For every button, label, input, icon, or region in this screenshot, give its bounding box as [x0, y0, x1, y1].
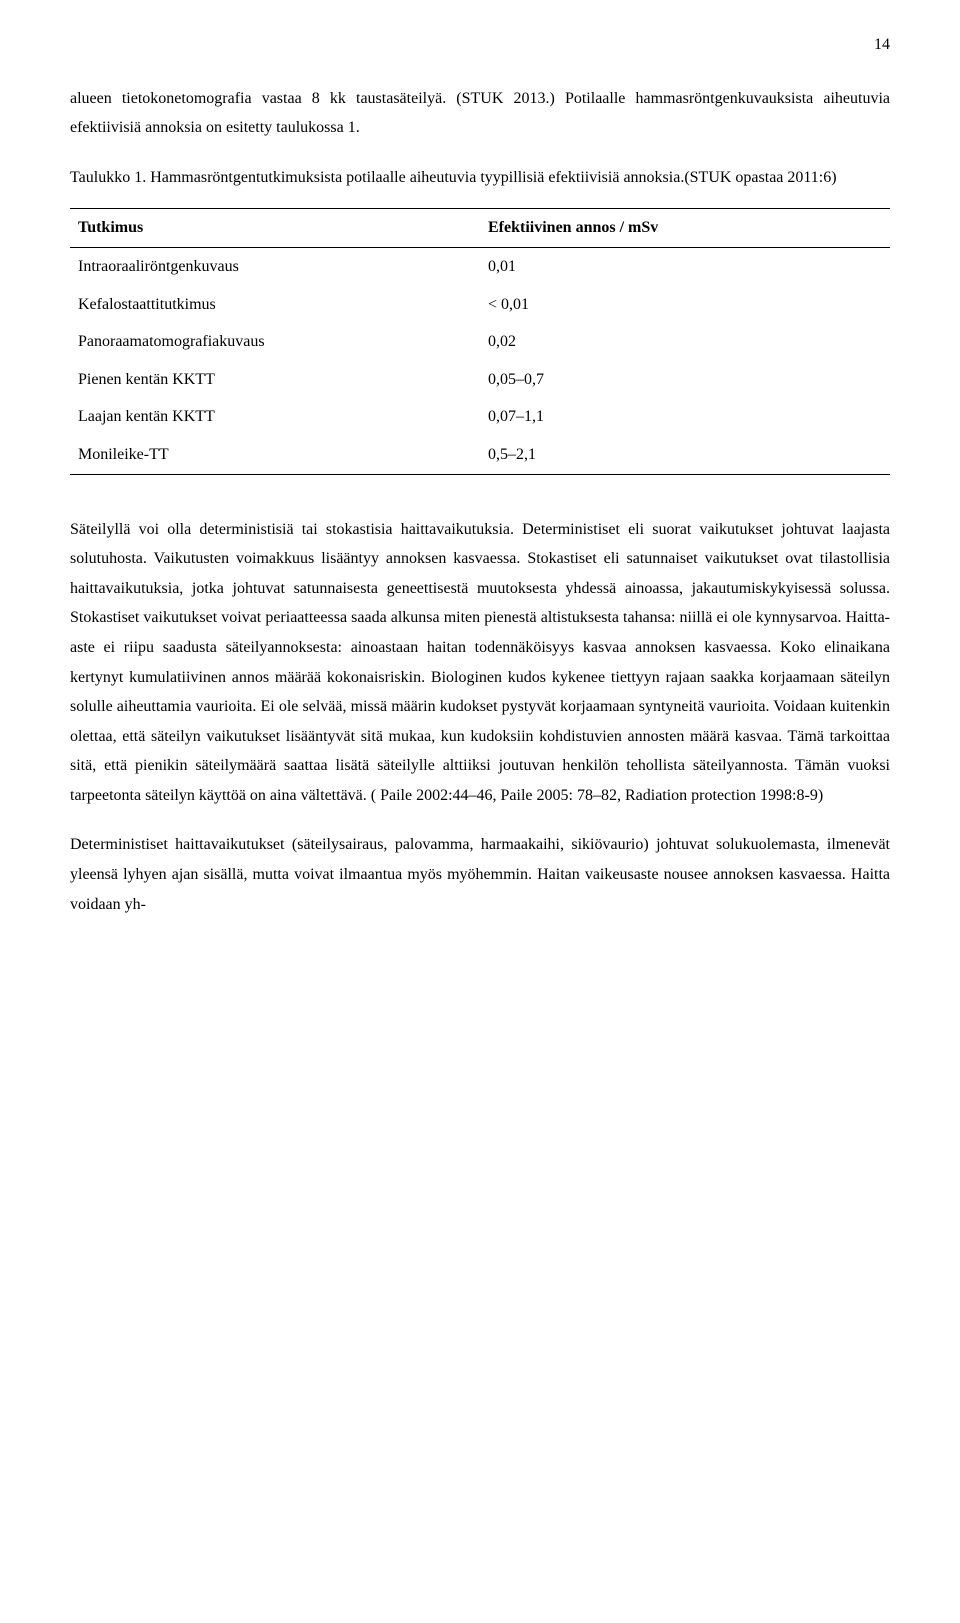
table-cell-value: 0,07–1,1	[480, 398, 890, 436]
table-caption: Taulukko 1. Hammasröntgentutkimuksista p…	[70, 163, 890, 193]
table-header-row: Tutkimus Efektiivinen annos / mSv	[70, 209, 890, 248]
table-cell-label: Panoraamatomografiakuvaus	[70, 323, 480, 361]
table-header-col2: Efektiivinen annos / mSv	[480, 209, 890, 248]
table-cell-value: 0,05–0,7	[480, 361, 890, 399]
dose-table: Tutkimus Efektiivinen annos / mSv Intrao…	[70, 208, 890, 474]
table-cell-label: Intraoraaliröntgenkuvaus	[70, 247, 480, 285]
table-row: Monileike-TT 0,5–2,1	[70, 436, 890, 474]
table-row: Kefalostaattitutkimus < 0,01	[70, 286, 890, 324]
table-cell-label: Pienen kentän KKTT	[70, 361, 480, 399]
table-cell-value: 0,01	[480, 247, 890, 285]
table-row: Laajan kentän KKTT 0,07–1,1	[70, 398, 890, 436]
table-row: Intraoraaliröntgenkuvaus 0,01	[70, 247, 890, 285]
table-cell-value: < 0,01	[480, 286, 890, 324]
table-cell-label: Kefalostaattitutkimus	[70, 286, 480, 324]
intro-paragraph: alueen tietokonetomografia vastaa 8 kk t…	[70, 84, 890, 143]
body-paragraph-2: Deterministiset haittavaikutukset (sätei…	[70, 830, 890, 919]
body-paragraph-1: Säteilyllä voi olla deterministisiä tai …	[70, 515, 890, 811]
table-row: Panoraamatomografiakuvaus 0,02	[70, 323, 890, 361]
table-row: Pienen kentän KKTT 0,05–0,7	[70, 361, 890, 399]
table-header-col1: Tutkimus	[70, 209, 480, 248]
table-cell-label: Laajan kentän KKTT	[70, 398, 480, 436]
table-cell-value: 0,02	[480, 323, 890, 361]
table-cell-label: Monileike-TT	[70, 436, 480, 474]
page-number: 14	[70, 30, 890, 60]
table-cell-value: 0,5–2,1	[480, 436, 890, 474]
